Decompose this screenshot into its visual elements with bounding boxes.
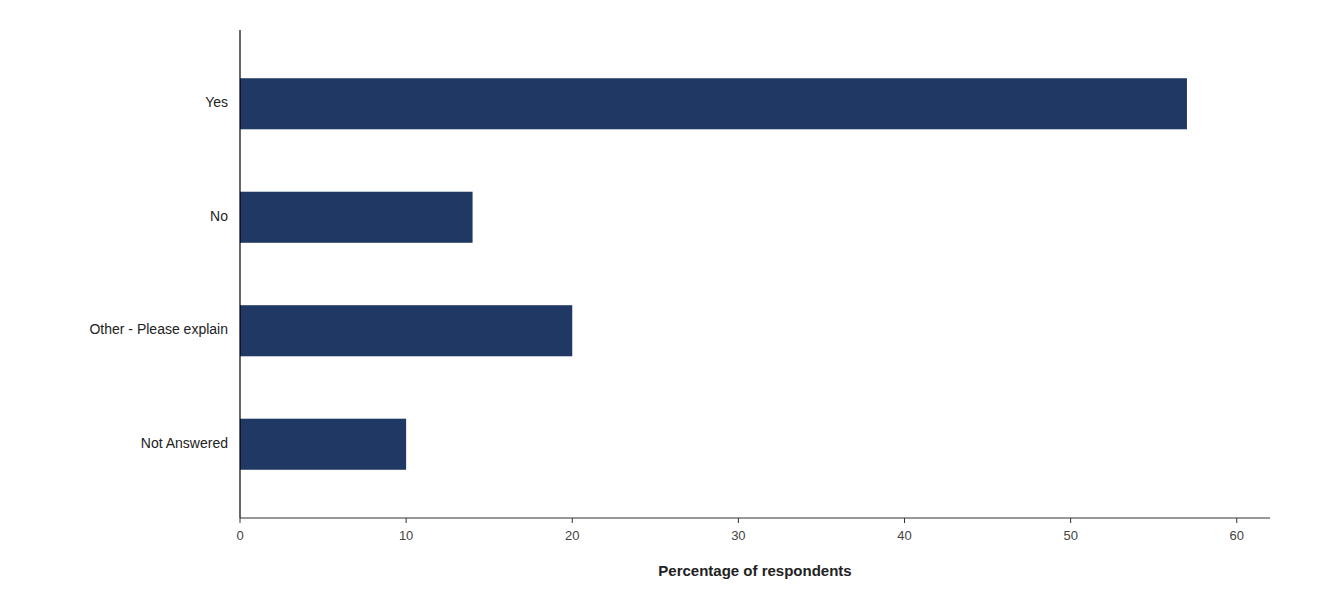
chart-svg: Yes No Other - Please explain Not Answered 0… <box>0 0 1320 608</box>
x-tick-label: 20 <box>565 528 579 543</box>
x-tick-label: 10 <box>399 528 413 543</box>
baseline <box>239 30 240 518</box>
x-tick <box>406 518 407 523</box>
x-tick <box>904 518 905 523</box>
x-tick-label: 30 <box>731 528 745 543</box>
x-tick <box>738 518 739 523</box>
x-tick-label: 60 <box>1230 528 1244 543</box>
bar <box>240 419 406 470</box>
bar <box>240 305 572 356</box>
category-label: Other - Please explain <box>89 321 228 337</box>
category-label: Not Answered <box>141 435 228 451</box>
bar <box>240 192 473 243</box>
x-tick <box>240 518 241 523</box>
x-tick <box>1236 518 1237 523</box>
x-axis-title: Percentage of respondents <box>658 562 851 579</box>
x-tick <box>572 518 573 523</box>
x-tick-label: 40 <box>897 528 911 543</box>
bars <box>240 78 1187 470</box>
x-tick-label: 0 <box>236 528 243 543</box>
chart-container: Yes No Other - Please explain Not Answered 0… <box>0 0 1320 608</box>
x-tick-label: 50 <box>1063 528 1077 543</box>
category-label: No <box>210 208 228 224</box>
x-tick <box>1070 518 1071 523</box>
x-axis-line <box>240 518 1270 519</box>
bar <box>240 78 1187 129</box>
category-label: Yes <box>205 94 228 110</box>
